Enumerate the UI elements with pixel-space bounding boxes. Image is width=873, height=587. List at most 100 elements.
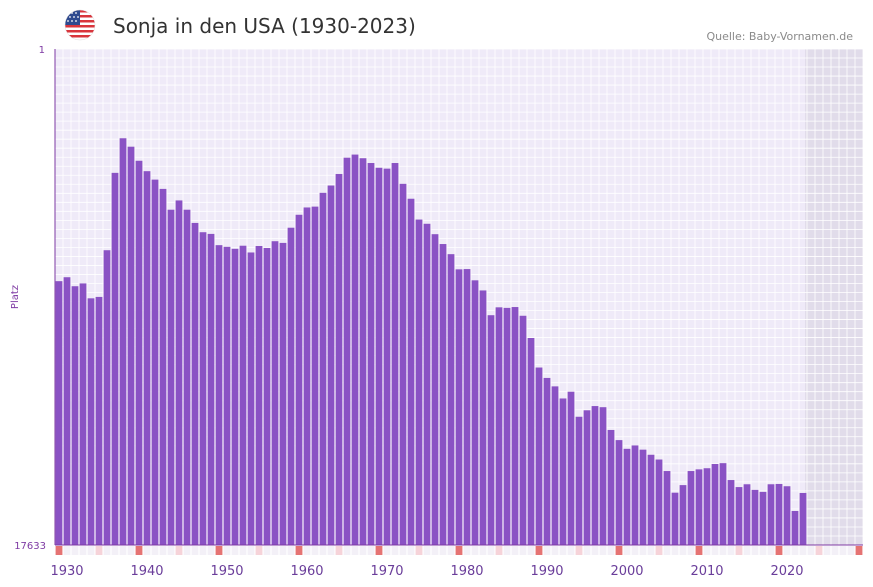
marker-strong-1949 bbox=[215, 546, 223, 555]
bar-1969 bbox=[375, 167, 383, 545]
marker-base bbox=[447, 546, 455, 555]
bar-1993 bbox=[567, 391, 575, 545]
bar-1962 bbox=[319, 192, 327, 545]
bar-1958 bbox=[287, 227, 295, 545]
x-tick-label-1990: 1990 bbox=[530, 564, 563, 579]
bar-1953 bbox=[247, 252, 255, 545]
marker-base bbox=[263, 546, 271, 555]
bar-1945 bbox=[183, 209, 191, 546]
bar-2001 bbox=[631, 445, 639, 545]
bar-1986 bbox=[511, 307, 519, 545]
marker-base bbox=[687, 546, 695, 555]
marker-strong-2009 bbox=[695, 546, 703, 555]
marker-base bbox=[751, 546, 759, 555]
marker-base bbox=[631, 546, 639, 555]
bar-1930 bbox=[63, 277, 71, 545]
marker-base bbox=[143, 546, 151, 555]
x-tick-label-2020: 2020 bbox=[770, 564, 803, 579]
bar-1991 bbox=[551, 386, 559, 545]
marker-base bbox=[527, 546, 535, 555]
marker-base bbox=[279, 546, 287, 555]
bar-1971 bbox=[391, 163, 399, 545]
bar-1933 bbox=[87, 298, 95, 545]
bar-1947 bbox=[199, 232, 207, 545]
marker-base bbox=[439, 546, 447, 555]
marker-light-1974 bbox=[415, 546, 423, 555]
bar-1957 bbox=[279, 242, 287, 545]
bar-2011 bbox=[711, 464, 719, 545]
x-tick-label-1950: 1950 bbox=[210, 564, 243, 579]
marker-base bbox=[583, 546, 591, 555]
bar-1968 bbox=[367, 163, 375, 545]
bar-2000 bbox=[623, 448, 631, 545]
marker-base bbox=[367, 546, 375, 555]
bar-1944 bbox=[175, 200, 183, 545]
marker-base bbox=[111, 546, 119, 555]
marker-base bbox=[591, 546, 599, 555]
bar-2009 bbox=[695, 469, 703, 545]
marker-light-1964 bbox=[335, 546, 343, 555]
bar-1970 bbox=[383, 168, 391, 545]
marker-light-1994 bbox=[575, 546, 583, 555]
bar-1949 bbox=[215, 245, 223, 546]
marker-strong-1939 bbox=[135, 546, 143, 555]
x-tick-label-1940: 1940 bbox=[130, 564, 163, 579]
bar-1995 bbox=[583, 410, 591, 545]
bar-1955 bbox=[263, 247, 271, 545]
y-tick-label-bottom: 17633 bbox=[14, 541, 46, 552]
bar-2006 bbox=[671, 492, 679, 545]
marker-base bbox=[383, 546, 391, 555]
marker-base bbox=[271, 546, 279, 555]
marker-base bbox=[719, 546, 727, 555]
marker-strong-1999 bbox=[615, 546, 623, 555]
bar-1990 bbox=[543, 377, 551, 545]
marker-light-2014 bbox=[735, 546, 743, 555]
bar-2014 bbox=[735, 487, 743, 545]
marker-base bbox=[207, 546, 215, 555]
bar-1929 bbox=[55, 281, 63, 545]
bar-1977 bbox=[439, 244, 447, 545]
bar-2008 bbox=[687, 471, 695, 545]
bar-1961 bbox=[311, 206, 319, 545]
bar-1937 bbox=[119, 138, 127, 546]
bar-2018 bbox=[767, 484, 775, 545]
marker-base bbox=[359, 546, 367, 555]
marker-light-2024 bbox=[815, 546, 823, 555]
marker-base bbox=[543, 546, 551, 555]
bar-1983 bbox=[487, 315, 495, 545]
marker-base bbox=[287, 546, 295, 555]
bar-1939 bbox=[135, 160, 143, 545]
marker-strong-1969 bbox=[375, 546, 383, 555]
bar-1931 bbox=[71, 286, 79, 545]
marker-base bbox=[119, 546, 127, 555]
marker-base bbox=[423, 546, 431, 555]
marker-base bbox=[247, 546, 255, 555]
bar-2020 bbox=[783, 486, 791, 545]
bar-1975 bbox=[423, 223, 431, 545]
bar-1942 bbox=[159, 188, 167, 545]
y-tick-label-top: 1 bbox=[39, 45, 45, 56]
marker-base bbox=[63, 546, 71, 555]
bar-2019 bbox=[775, 483, 783, 545]
bar-1965 bbox=[343, 157, 351, 546]
x-tick-label-1960: 1960 bbox=[290, 564, 323, 579]
bar-2004 bbox=[655, 459, 663, 545]
bar-1966 bbox=[351, 154, 359, 546]
bar-2005 bbox=[663, 471, 671, 545]
y-axis-title: Platz bbox=[10, 285, 21, 309]
bar-1988 bbox=[527, 337, 535, 545]
marker-base bbox=[831, 546, 839, 555]
marker-base bbox=[519, 546, 527, 555]
marker-base bbox=[471, 546, 479, 555]
marker-base bbox=[743, 546, 751, 555]
marker-strong-1959 bbox=[295, 546, 303, 555]
marker-base bbox=[71, 546, 79, 555]
bar-1973 bbox=[407, 198, 415, 545]
bar-1994 bbox=[575, 416, 583, 545]
bar-1932 bbox=[79, 283, 87, 545]
marker-base bbox=[199, 546, 207, 555]
marker-base bbox=[487, 546, 495, 555]
bar-1984 bbox=[495, 307, 503, 545]
bar-2017 bbox=[759, 491, 767, 545]
bar-2016 bbox=[751, 489, 759, 545]
